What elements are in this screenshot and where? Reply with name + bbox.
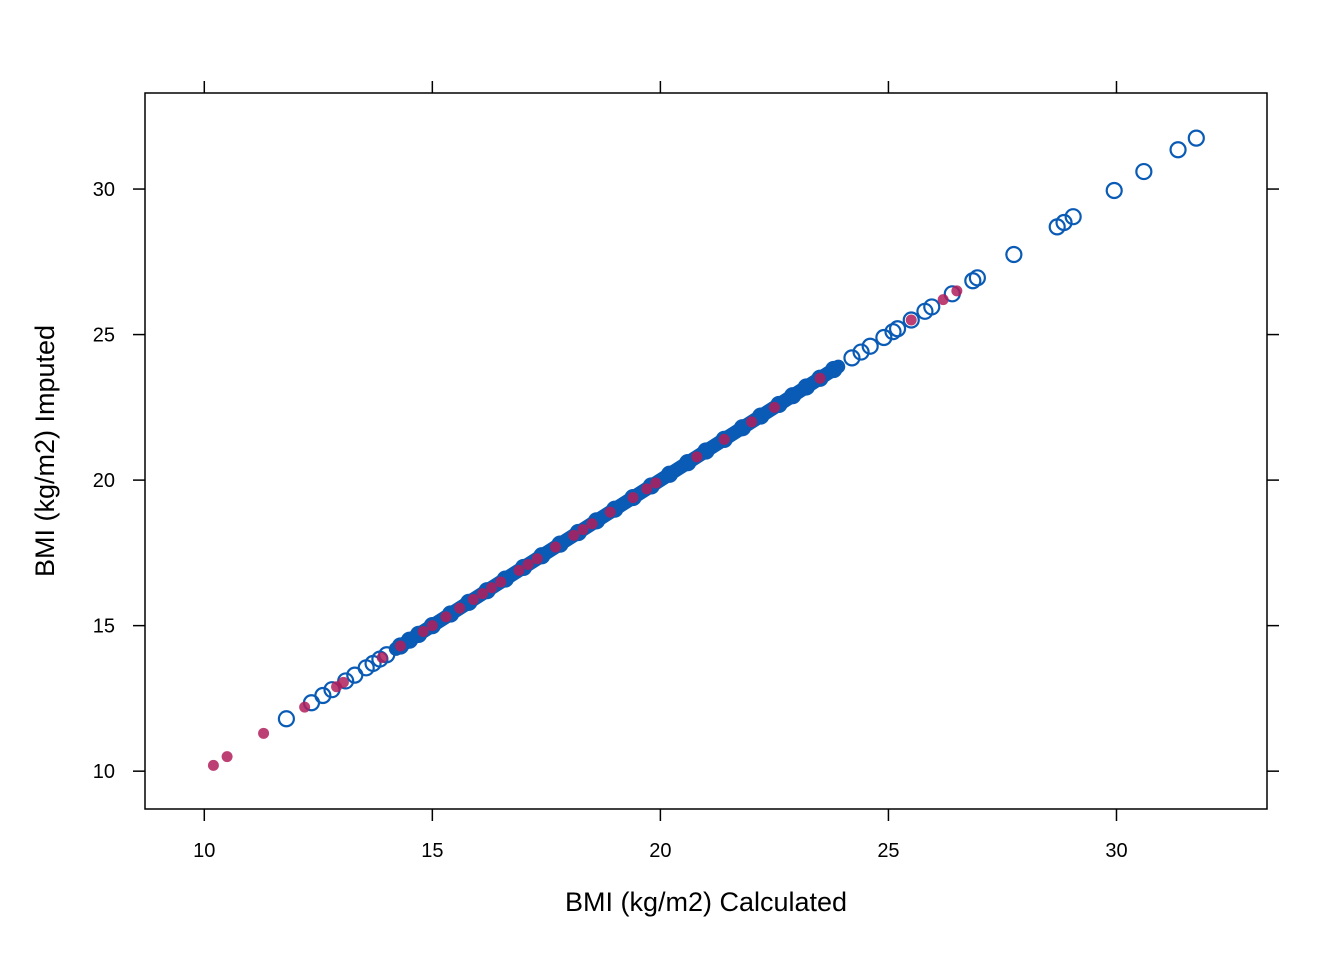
data-point-filled — [467, 593, 479, 605]
data-point-filled — [549, 541, 561, 553]
data-point-filled — [627, 492, 639, 504]
data-point-filled — [417, 625, 429, 637]
data-point-open — [861, 337, 879, 355]
data-point-open — [784, 387, 802, 405]
y-tick-label: 15 — [93, 616, 115, 638]
x-tick-label: 30 — [1105, 840, 1127, 862]
data-point-open — [400, 631, 419, 649]
data-point-filled — [221, 751, 233, 763]
y-tick-label: 30 — [93, 179, 115, 201]
data-point-open — [1105, 181, 1123, 200]
data-point-filled — [718, 433, 730, 445]
data-point-filled — [937, 294, 949, 306]
y-tick-label: 10 — [93, 761, 115, 783]
data-point-filled — [586, 518, 598, 530]
axis-ticks — [133, 81, 1279, 821]
data-point-open — [660, 465, 679, 483]
data-point-open — [1055, 213, 1073, 232]
data-point-filled — [814, 372, 826, 384]
data-point-filled — [522, 559, 534, 571]
tick-labels: 10 15 20 25 30 10 15 20 25 30 — [93, 179, 1128, 862]
data-point-open — [875, 328, 893, 347]
plot-frame — [144, 92, 1268, 810]
data-point-filled — [337, 676, 349, 688]
x-tick-label: 15 — [421, 840, 443, 862]
data-point-open — [902, 311, 920, 329]
data-point-filled — [641, 483, 653, 495]
data-point-open — [811, 369, 829, 387]
data-point-open — [923, 298, 941, 316]
data-point-open — [277, 710, 295, 728]
y-tick-label: 20 — [93, 470, 115, 492]
x-tick-label: 20 — [649, 840, 671, 862]
data-point-open — [1005, 245, 1023, 264]
data-point-open — [825, 360, 843, 379]
data-point-filled — [691, 451, 703, 463]
x-tick-label: 10 — [193, 840, 215, 862]
data-point-filled — [299, 701, 311, 713]
data-point-filled — [951, 285, 963, 297]
data-point-filled — [650, 477, 662, 489]
y-axis-title: BMI (kg/m2) Imputed — [30, 325, 60, 577]
data-point-filled — [486, 582, 498, 594]
data-point-filled — [207, 759, 219, 771]
data-point-open — [852, 343, 870, 361]
data-point-filled — [568, 529, 580, 541]
data-point-open — [888, 320, 907, 338]
data-point-filled — [746, 416, 758, 428]
data-point-filled — [477, 588, 489, 600]
data-point-filled — [768, 401, 780, 413]
data-point-open — [1187, 129, 1205, 147]
data-point-filled — [394, 640, 406, 652]
data-point-filled — [376, 652, 388, 664]
data-point-open — [1135, 162, 1153, 181]
x-tick-label: 25 — [877, 840, 899, 862]
data-point-open — [391, 637, 410, 655]
data-point-open — [843, 349, 861, 367]
data-point-filled — [905, 314, 917, 326]
data-points — [207, 129, 1205, 771]
data-point-open — [1169, 141, 1187, 159]
data-point-open — [797, 378, 815, 396]
data-point-filled — [531, 553, 543, 565]
data-point-filled — [258, 727, 270, 739]
data-point-filled — [513, 564, 525, 576]
data-point-filled — [454, 602, 466, 614]
data-point-open — [697, 442, 715, 460]
data-point-filled — [604, 506, 616, 518]
data-point-open — [679, 454, 697, 472]
data-point-filled — [440, 611, 452, 623]
data-point-open — [314, 686, 332, 705]
data-point-open — [715, 430, 733, 448]
data-point-open — [752, 407, 770, 425]
data-point-open — [423, 617, 441, 635]
data-point-filled — [577, 524, 589, 536]
y-tick-label: 25 — [93, 325, 115, 347]
data-point-filled — [426, 620, 438, 632]
data-point-open — [968, 269, 986, 287]
data-point-open — [624, 488, 642, 507]
data-point-filled — [495, 576, 507, 588]
x-axis-title: BMI (kg/m2) Calculated — [565, 887, 847, 917]
data-point-open — [733, 419, 752, 437]
data-point-open — [1064, 208, 1082, 226]
